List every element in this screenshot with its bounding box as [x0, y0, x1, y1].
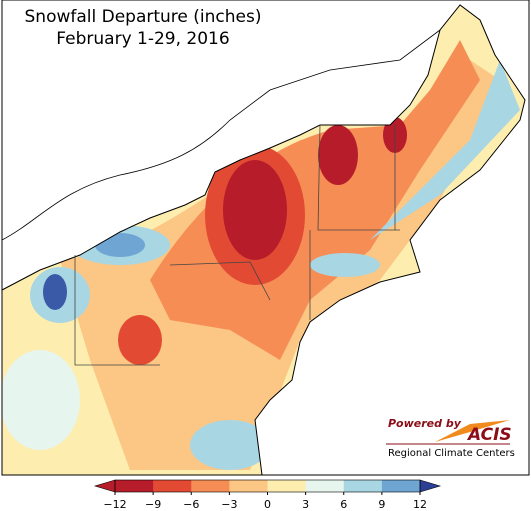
field-light-blue: [190, 420, 270, 470]
colorbar-bin: [343, 480, 383, 492]
coastline: [1, 4, 526, 476]
field-dark-blue: [43, 274, 67, 310]
colorbar-under: [93, 479, 116, 493]
colorbar-tick-label: 3: [302, 498, 309, 511]
field-dark-red: [318, 125, 358, 185]
field-orange: [150, 40, 480, 360]
colorbar-bin: [305, 480, 345, 492]
map-subtitle: February 1-29, 2016: [56, 29, 229, 49]
field-light-blue: [310, 253, 380, 277]
state-borders: [74, 124, 400, 366]
colorbar-tick-label: 9: [378, 498, 385, 511]
colorbar-tick-label: 6: [340, 498, 347, 511]
logo-powered-by: Powered by: [388, 417, 462, 430]
colorbar-bin: [153, 480, 192, 492]
colorbar-over: [419, 479, 442, 493]
logo-name: ACIS: [466, 425, 512, 445]
colorbar: −12 −9 −6 −3 0 3 6 9 12: [93, 479, 442, 511]
map-border: [1, 0, 530, 476]
colorbar-tick-label: 0: [264, 498, 271, 511]
logo-swoosh: [435, 420, 510, 442]
logo-tagline: Regional Climate Centers: [388, 448, 515, 459]
field-dark-red: [223, 160, 287, 260]
colorbar-bin: [191, 480, 230, 492]
acis-logo: Powered by ACIS Regional Climate Centers: [386, 417, 515, 459]
field-pale: [2, 350, 80, 450]
colorbar-tick-label: −12: [103, 498, 126, 511]
colorbar-tick-label: −6: [183, 498, 199, 511]
colorbar-bin: [267, 480, 307, 492]
canada-outline: [1, 29, 441, 241]
field-red: [118, 315, 162, 365]
colorbar-bin: [381, 480, 421, 492]
field-light-blue: [370, 60, 520, 240]
colorbar-bin: [115, 480, 154, 492]
colorbar-tick-label: −9: [145, 498, 161, 511]
colorbar-tick-label: −3: [221, 498, 237, 511]
colorbar-bin: [229, 480, 268, 492]
colorbar-tick-label: 12: [413, 498, 427, 511]
map-title: Snowfall Departure (inches): [25, 7, 262, 27]
